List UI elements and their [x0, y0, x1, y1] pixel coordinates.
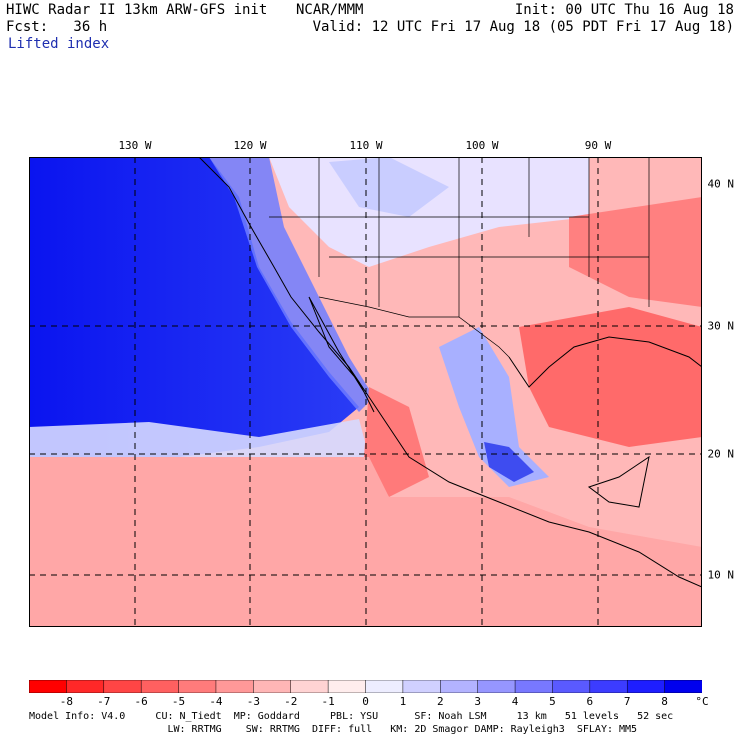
colorbar-tick-label: 2	[436, 695, 444, 708]
colorbar-swatch	[589, 680, 628, 693]
colorbar-swatch	[29, 680, 68, 693]
org-label: NCAR/MMM	[296, 2, 364, 18]
colorbar-swatch	[66, 680, 105, 693]
colorbar-swatch	[552, 680, 591, 693]
colorbar-swatch	[290, 680, 329, 693]
colorbar-swatch	[327, 680, 367, 693]
lon-label-100w: 100 W	[465, 139, 499, 152]
weak-stable-band	[29, 419, 369, 467]
colorbar-swatch	[140, 680, 180, 693]
colorbar-swatch	[253, 680, 292, 693]
colorbar-swatch	[514, 680, 554, 693]
forecast-hour: Fcst: 36 h	[6, 19, 108, 35]
model-info-line2: LW: RRTMG SW: RRTMG DIFF: full KM: 2D Sm…	[29, 724, 638, 735]
colorbar-tick-label: -7	[97, 695, 111, 708]
lat-label-10n: 10 N	[707, 568, 735, 582]
colorbar-tick-label: 0	[362, 695, 369, 708]
colorbar-swatch	[365, 680, 404, 693]
model-info-line1: Model Info: V4.0 CU: N_Tiedt MP: Goddard…	[29, 711, 674, 722]
lon-label-110w: 110 W	[349, 139, 383, 152]
stable-ocean-region	[29, 157, 359, 462]
colorbar-tick-label: 6	[586, 695, 594, 708]
southeast-us-region	[569, 197, 702, 307]
gulf-unstable-region	[519, 307, 702, 447]
colorbar-tick-label: -3	[246, 695, 260, 708]
field-name: Lifted index	[8, 36, 110, 52]
coastlines	[198, 157, 702, 588]
colorbar	[29, 680, 702, 693]
central-mexico-stable	[484, 442, 534, 482]
model-title: HIWC Radar II 13km ARW-GFS init	[6, 2, 268, 18]
colorbar-tick-label: 7	[623, 695, 631, 708]
colorbar-tick-label: -6	[134, 695, 148, 708]
lat-label-40n: 40 N	[707, 177, 735, 191]
lifted-index-map	[29, 157, 702, 627]
colorbar-swatch	[440, 680, 479, 693]
colorbar-swatch	[178, 680, 217, 693]
map-frame	[29, 157, 702, 627]
lat-label-30n: 30 N	[707, 319, 735, 333]
colorbar-tick-label: -8	[59, 695, 73, 708]
colorbar-unit: °C	[695, 695, 709, 708]
lat-label-20n: 20 N	[707, 447, 735, 461]
colorbar-swatch	[215, 680, 255, 693]
lon-label-130w: 130 W	[118, 139, 152, 152]
colorbar-tick-label: 3	[474, 695, 481, 708]
colorbar-tick-label: -1	[321, 695, 335, 708]
colorbar-tick-label: 5	[549, 695, 556, 708]
colorbar-tick-label: -4	[209, 695, 223, 708]
mexican-plateau-region	[439, 327, 549, 487]
colorbar-tick-label: 4	[511, 695, 519, 708]
valid-time: Valid: 12 UTC Fri 17 Aug 18 (05 PDT Fri …	[312, 19, 734, 35]
latlon-grid	[29, 157, 702, 627]
colorbar-swatch	[477, 680, 516, 693]
colorbar-swatch	[402, 680, 442, 693]
great-basin-region	[329, 157, 449, 217]
colorbar-swatch	[103, 680, 142, 693]
init-time: Init: 00 UTC Thu 16 Aug 18	[514, 2, 734, 18]
political-boundaries	[269, 157, 650, 358]
colorbar-swatch	[626, 680, 666, 693]
lon-label-120w: 120 W	[233, 139, 267, 152]
colorbar-tick-label: -5	[171, 695, 186, 708]
colorbar-tick-label: 1	[399, 695, 407, 708]
colorbar-swatch	[664, 680, 702, 693]
lon-label-90w: 90 W	[584, 139, 612, 152]
colorbar-tick-label: 8	[661, 695, 668, 708]
colorbar-tick-label: -2	[284, 695, 298, 708]
